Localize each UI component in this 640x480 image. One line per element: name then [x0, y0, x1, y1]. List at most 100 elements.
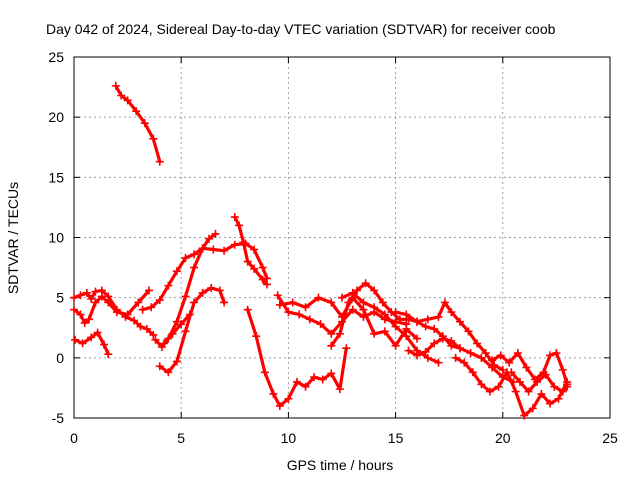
data-point [138, 305, 147, 314]
data-point [275, 401, 284, 410]
data-point [421, 322, 430, 331]
data-point [316, 320, 325, 329]
data-point [301, 303, 310, 312]
data-point [149, 330, 158, 339]
series-arc-19 [507, 368, 572, 396]
data-point [554, 394, 563, 403]
y-tick-label: 20 [48, 109, 64, 125]
x-tick-label: 25 [602, 430, 618, 446]
data-point [434, 358, 443, 367]
data-point [97, 292, 106, 301]
data-point [391, 308, 400, 317]
data-point [168, 329, 177, 338]
data-point [545, 399, 554, 408]
data-point [160, 339, 169, 348]
data-point [220, 246, 229, 255]
data-point [550, 382, 559, 391]
data-point [112, 308, 121, 317]
data-point [295, 310, 304, 319]
data-point [466, 349, 475, 358]
series-arc-10 [243, 305, 351, 410]
data-point [258, 275, 267, 284]
data-point [402, 332, 411, 341]
data-point [172, 317, 181, 326]
data-point [533, 377, 542, 386]
data-point [515, 377, 524, 386]
data-point [370, 329, 379, 338]
grid [74, 57, 610, 418]
x-axis-label: GPS time / hours [287, 457, 394, 473]
data-point [155, 362, 164, 371]
y-tick-label: 5 [56, 290, 64, 306]
x-tick-label: 0 [70, 430, 78, 446]
data-point [370, 286, 379, 295]
data-point [402, 324, 411, 333]
data-point [145, 286, 154, 295]
series-line [246, 308, 348, 408]
series-arc-9 [230, 213, 271, 289]
data-point [430, 339, 439, 348]
data-point [563, 382, 572, 391]
data-point [477, 380, 486, 389]
data-point [370, 303, 379, 312]
data-point [250, 264, 259, 273]
data-point [395, 315, 404, 324]
data-point [288, 298, 297, 307]
data-point [455, 317, 464, 326]
y-tick-label: 10 [48, 230, 64, 246]
data-point [335, 385, 344, 394]
data-point [413, 334, 422, 343]
data-point [177, 320, 186, 329]
data-point [348, 288, 357, 297]
data-point [275, 300, 284, 309]
data-point [260, 368, 269, 377]
data-point [230, 213, 239, 222]
data-point [528, 404, 537, 413]
data-point [301, 382, 310, 391]
data-point [142, 324, 151, 333]
data-point [488, 363, 497, 372]
data-point [123, 310, 132, 319]
data-point [447, 308, 456, 317]
data-point [181, 327, 190, 336]
data-point [511, 387, 520, 396]
data-point [205, 234, 214, 243]
data-point [147, 303, 156, 312]
series-arc-3 [70, 286, 154, 327]
data-point [413, 351, 422, 360]
data-point [78, 339, 87, 348]
data-point [104, 298, 113, 307]
data-point [190, 263, 199, 272]
data-point [220, 298, 229, 307]
data-point [230, 240, 239, 249]
data-point [342, 344, 351, 353]
data-point [344, 298, 353, 307]
data-point [215, 286, 224, 295]
data-point [485, 387, 494, 396]
data-point [80, 318, 89, 327]
data-point [545, 351, 554, 360]
x-tick-label: 10 [281, 430, 297, 446]
data-point [314, 293, 323, 302]
data-point [447, 336, 456, 345]
series-line [509, 370, 569, 394]
data-point [100, 340, 109, 349]
data-point [494, 382, 503, 391]
data-point [91, 287, 100, 296]
x-tick-label: 15 [388, 430, 404, 446]
data-point [522, 363, 531, 372]
series-arc-7 [155, 284, 229, 377]
data-point [151, 335, 160, 344]
data-point [239, 238, 248, 247]
data-point [451, 353, 460, 362]
data-point [70, 305, 78, 314]
y-tick-label: 15 [48, 169, 64, 185]
data-point [104, 350, 113, 359]
data-point [558, 387, 567, 396]
series-arc-4 [71, 328, 113, 359]
data-point [134, 298, 143, 307]
data-point [359, 305, 368, 314]
data-point [76, 310, 85, 319]
data-point [250, 245, 259, 254]
